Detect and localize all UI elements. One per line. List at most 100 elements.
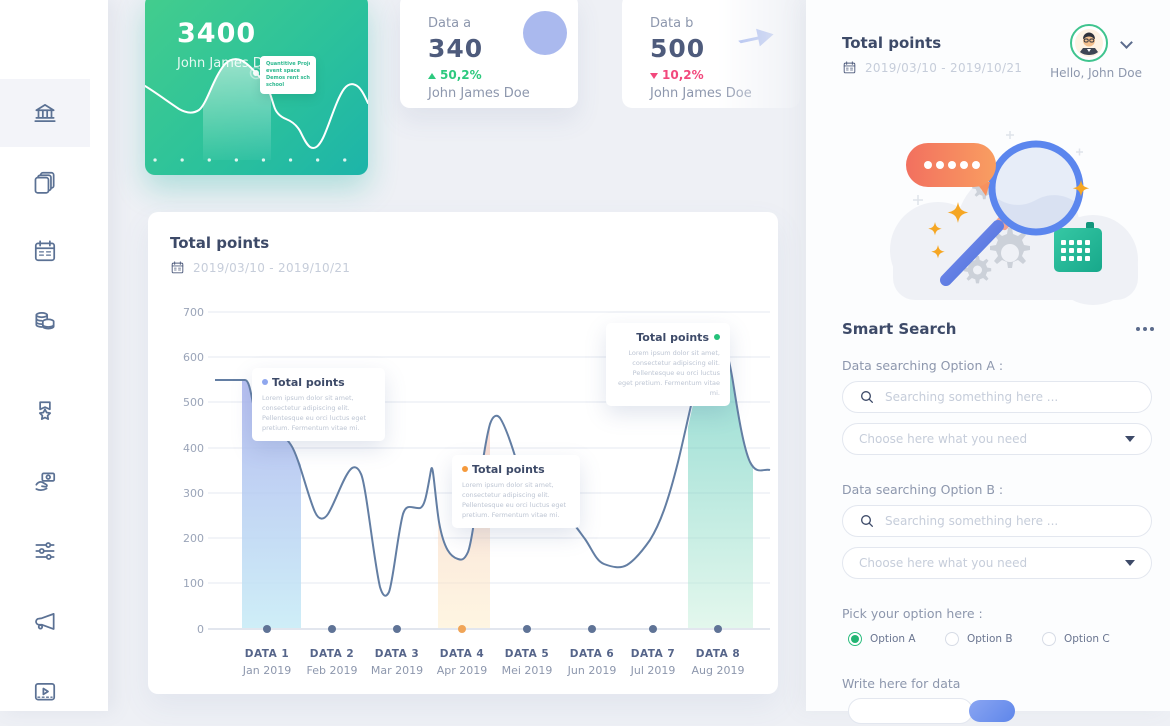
select-b[interactable]: Choose here what you need <box>842 547 1152 579</box>
x-sublabel: Apr 2019 <box>436 664 488 677</box>
calendar-icon <box>34 240 56 262</box>
calendar-icon <box>843 61 856 74</box>
x-category: DATA 7 <box>630 648 676 660</box>
y-tick: 100 <box>183 577 204 590</box>
axis-point <box>523 625 531 633</box>
bank-icon <box>34 104 56 122</box>
axis-point <box>649 625 657 633</box>
pick-option-label: Pick your option here : <box>842 606 983 621</box>
stat-a-label: Data a <box>428 16 472 31</box>
x-category: DATA 6 <box>569 648 615 660</box>
y-tick: 0 <box>197 623 204 636</box>
search-input-b[interactable] <box>885 514 1135 528</box>
stat-a-delta: 50,2% <box>428 68 482 82</box>
search-field-b[interactable] <box>842 505 1152 537</box>
calendar-icon <box>171 261 184 274</box>
chart-date-range[interactable]: 2019/03/10 - 2019/10/21 <box>170 260 350 275</box>
sidebar-item-announcements[interactable] <box>0 588 90 656</box>
stat-b-label: Data b <box>650 16 694 31</box>
write-data-label: Write here for data <box>842 676 961 691</box>
payment-icon <box>35 472 56 491</box>
axis-point <box>328 625 336 633</box>
radio-label: Option A <box>870 633 916 645</box>
write-data-input[interactable] <box>848 698 973 724</box>
panel-date-range[interactable]: 2019/03/10 - 2019/10/21 <box>842 60 1022 75</box>
radio-label: Option B <box>967 633 1013 645</box>
stat-b-delta: 10,2% <box>650 68 704 82</box>
x-category: DATA 1 <box>244 648 290 660</box>
stat-a-user: John James Doe <box>428 86 530 101</box>
decorative-circle <box>523 11 567 55</box>
y-tick: 200 <box>183 532 204 545</box>
y-tick: 400 <box>183 442 204 455</box>
sidebar-item-media[interactable] <box>0 658 90 726</box>
radio-option-a[interactable]: Option A <box>848 632 916 646</box>
y-tick: 500 <box>183 396 204 409</box>
x-sublabel: Jan 2019 <box>242 664 292 677</box>
radio-option-b[interactable]: Option B <box>945 632 1013 646</box>
radio-icon[interactable] <box>945 632 959 646</box>
megaphone-icon <box>35 613 55 630</box>
sidebar-item-schedule[interactable] <box>0 217 90 285</box>
x-category: DATA 4 <box>439 648 485 660</box>
green-dot-icon <box>714 334 720 340</box>
user-avatar[interactable] <box>1070 24 1108 62</box>
arrow-right-icon[interactable] <box>734 17 778 51</box>
x-sublabel: Aug 2019 <box>691 664 745 677</box>
ellipsis-menu-icon[interactable] <box>1136 327 1154 331</box>
hero-value: 3400 <box>177 18 257 49</box>
sidebar-item-documents[interactable] <box>0 148 90 216</box>
radio-icon[interactable] <box>1042 632 1056 646</box>
greeting-text: Hello, John Doe <box>1050 66 1142 80</box>
search-field-a[interactable] <box>842 381 1152 413</box>
search-illustration <box>890 131 1138 305</box>
y-tick: 700 <box>183 306 204 319</box>
right-panel: Total points 2019/03/10 - 2019/10/21 Hel… <box>806 0 1170 724</box>
radio-selected-icon[interactable] <box>848 632 862 646</box>
documents-icon <box>34 171 55 194</box>
tooltip-body: Lorem ipsum dolor sit amet, consectetur … <box>262 394 367 432</box>
hero-tooltip-line: event space <box>266 68 301 74</box>
x-sublabel: Jun 2019 <box>567 664 617 677</box>
select-a-placeholder: Choose here what you need <box>859 432 1028 446</box>
panel-date-text: 2019/03/10 - 2019/10/21 <box>865 60 1023 75</box>
search-input-a[interactable] <box>885 390 1135 404</box>
panel-title: Total points <box>842 34 942 52</box>
stat-b-value: 500 <box>650 34 706 63</box>
search-icon <box>861 515 873 527</box>
hero-summary-card[interactable]: 3400 John James Doe Quantitive Projec ev… <box>145 0 368 175</box>
sidebar-item-payments[interactable] <box>0 448 90 516</box>
x-sublabel: Jul 2019 <box>630 664 676 677</box>
stat-card-a[interactable]: Data a 340 50,2% John James Doe <box>400 0 578 108</box>
hero-tooltip-line: Demos rent school <box>266 75 310 81</box>
chart-tooltip-green: Total points Lorem ipsum dolor sit amet,… <box>606 323 730 406</box>
write-data-field <box>848 698 1015 724</box>
chevron-down-icon[interactable] <box>1120 36 1133 49</box>
hero-tooltip: Quantitive Projec event space Demos rent… <box>260 56 316 94</box>
axis-point <box>263 625 271 633</box>
x-category: DATA 5 <box>504 648 550 660</box>
orange-dot-icon <box>462 466 468 472</box>
chart-date-text: 2019/03/10 - 2019/10/21 <box>193 260 351 275</box>
axis-point <box>393 625 401 633</box>
smart-search-title: Smart Search <box>842 320 957 338</box>
select-a[interactable]: Choose here what you need <box>842 423 1152 455</box>
sidebar-item-finance[interactable] <box>0 287 90 355</box>
sidebar-item-settings[interactable] <box>0 517 90 585</box>
option-a-label: Data searching Option A : <box>842 358 1004 373</box>
sidebar-item-home[interactable] <box>0 79 90 147</box>
sidebar-item-awards[interactable] <box>0 378 90 446</box>
select-b-placeholder: Choose here what you need <box>859 556 1028 570</box>
chart-tooltip-orange: Total points Lorem ipsum dolor sit amet,… <box>452 455 580 528</box>
axis-point <box>714 625 722 633</box>
chart-tooltip-blue: Total points Lorem ipsum dolor sit amet,… <box>252 368 385 441</box>
radio-option-c[interactable]: Option C <box>1042 632 1110 646</box>
write-data-submit-button[interactable] <box>969 700 1015 722</box>
triangle-up-icon <box>428 73 436 79</box>
search-icon <box>861 391 873 403</box>
axis-point-highlight <box>458 625 466 633</box>
axis-point <box>588 625 596 633</box>
stat-card-b[interactable]: Data b 500 10,2% John James Doe <box>622 0 800 108</box>
chart-title: Total points <box>170 234 270 252</box>
x-category: DATA 2 <box>309 648 355 660</box>
